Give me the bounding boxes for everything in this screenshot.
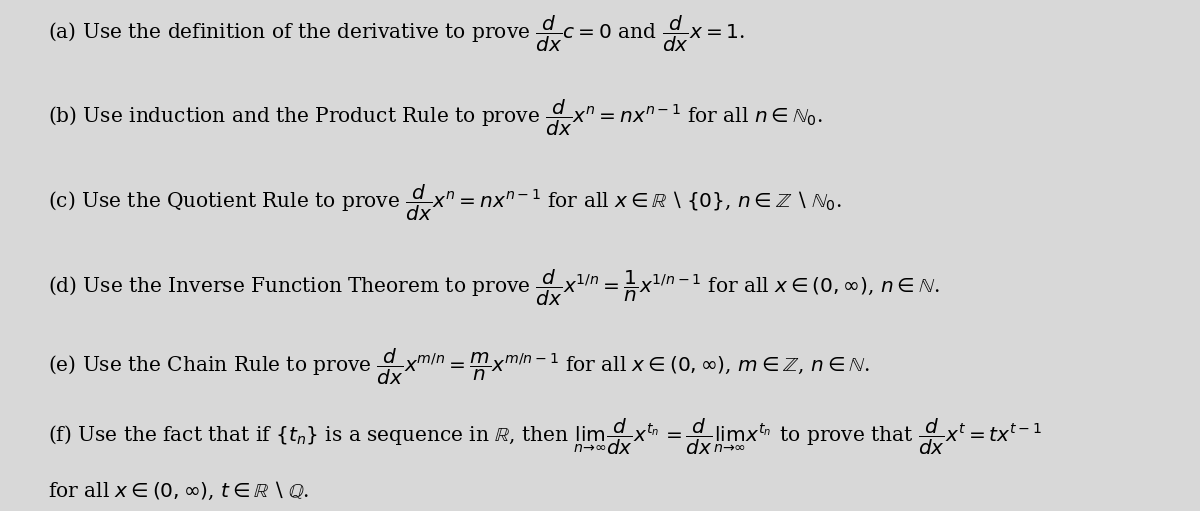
- Text: for all $x \in (0,\infty)$, $t \in \mathbb{R}\setminus\mathbb{Q}$.: for all $x \in (0,\infty)$, $t \in \math…: [48, 480, 310, 502]
- Text: (a) Use the definition of the derivative to prove $\dfrac{d}{dx}c = 0$ and $\dfr: (a) Use the definition of the derivative…: [48, 14, 745, 54]
- Text: (d) Use the Inverse Function Theorem to prove $\dfrac{d}{dx}x^{1/n} = \dfrac{1}{: (d) Use the Inverse Function Theorem to …: [48, 267, 940, 308]
- Text: (e) Use the Chain Rule to prove $\dfrac{d}{dx}x^{m/n} = \dfrac{m}{n}x^{m/n-1}$ f: (e) Use the Chain Rule to prove $\dfrac{…: [48, 347, 870, 387]
- Text: (c) Use the Quotient Rule to prove $\dfrac{d}{dx}x^n = nx^{n-1}$ for all $x \in : (c) Use the Quotient Rule to prove $\dfr…: [48, 183, 841, 223]
- Text: (f) Use the fact that if $\{t_n\}$ is a sequence in $\mathbb{R}$, then $\lim_{n\: (f) Use the fact that if $\{t_n\}$ is a …: [48, 417, 1042, 457]
- Text: (b) Use induction and the Product Rule to prove $\dfrac{d}{dx}x^n = nx^{n-1}$ fo: (b) Use induction and the Product Rule t…: [48, 98, 823, 138]
